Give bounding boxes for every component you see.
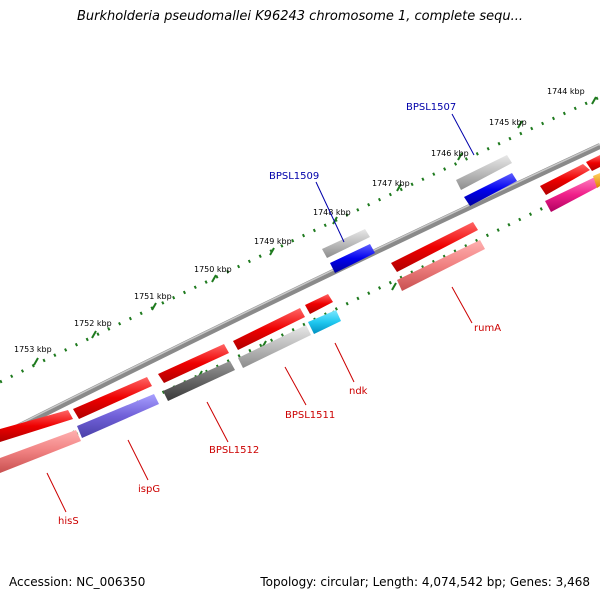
kbp-label-1747: 1747 kbp (372, 179, 410, 188)
gene-label-BPSL1512: BPSL1512 (209, 445, 259, 456)
gene-rumA-forward (391, 222, 478, 272)
gene-forward-4 (233, 308, 305, 350)
kbp-label-1753: 1753 kbp (14, 345, 52, 354)
gene-BPSL1509-grey (322, 229, 370, 258)
kbp-label-1749: 1749 kbp (254, 237, 292, 246)
gene-forward-far-right (540, 164, 590, 195)
gene-BPSL1509-blue (330, 244, 375, 273)
kbp-label-1751: 1751 kbp (134, 292, 172, 301)
gene-ndk (308, 310, 341, 334)
gene-forward-6 (73, 377, 152, 419)
gene-forward-5 (158, 344, 229, 383)
kbp-label-1746: 1746 kbp (431, 149, 469, 158)
gene-forward-edge (586, 155, 600, 171)
gene-BPSL1511 (238, 325, 311, 368)
leader-lines (46, 113, 475, 513)
gene-ispG (77, 394, 159, 438)
gene-label-BPSL1509: BPSL1509 (269, 171, 319, 182)
map-title: Burkholderia pseudomallei K96243 chromos… (76, 9, 524, 24)
kbp-label-1750: 1750 kbp (194, 265, 232, 274)
kbp-label-1744: 1744 kbp (547, 87, 585, 96)
gene-rumA-reverse (397, 240, 485, 291)
gene-forward-7 (0, 410, 73, 442)
gene-label-BPSL1511: BPSL1511 (285, 410, 335, 421)
chromosome-backbone (0, 143, 600, 439)
gene-BPSL1507-grey (456, 155, 512, 190)
kbp-label-1748: 1748 kbp (313, 208, 351, 217)
gene-small-forward (305, 294, 333, 314)
kbp-label-1752: 1752 kbp (74, 319, 112, 328)
gene-hisS (0, 430, 81, 473)
gene-label-BPSL1507: BPSL1507 (406, 102, 456, 113)
gene-label-ispG: ispG (138, 484, 160, 495)
gene-orange (593, 173, 600, 188)
gene-magenta (545, 177, 600, 212)
accession-text: Accession: NC_006350 (9, 575, 146, 589)
gene-label-rumA: rumA (474, 323, 501, 334)
gene-BPSL1507-blue (464, 173, 517, 206)
gene-label-hisS: hisS (58, 516, 79, 527)
gene-label-ndk: ndk (349, 386, 368, 397)
gene-BPSL1512 (163, 361, 235, 401)
kbp-label-1745: 1745 kbp (489, 118, 527, 127)
genome-summary-text: Topology: circular; Length: 4,074,542 bp… (260, 575, 590, 589)
backbone-highlight (0, 143, 600, 435)
